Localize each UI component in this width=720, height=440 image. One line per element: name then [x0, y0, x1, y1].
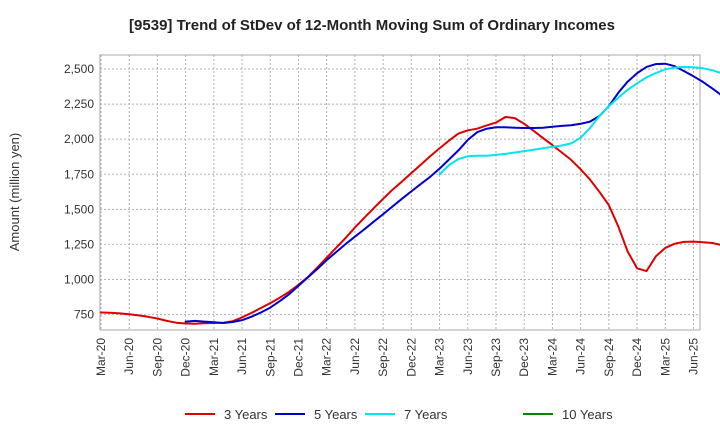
x-tick-label: Sep-22 — [376, 338, 390, 377]
legend-label: 5 Years — [314, 407, 358, 422]
y-tick-label: 2,500 — [64, 62, 94, 76]
series-line-5-years — [184, 62, 720, 324]
y-axis: 750 1,000 1,250 1,500 1,750 2,000 2,250 2,500 — [64, 62, 94, 322]
x-tick-label: Mar-23 — [433, 338, 447, 376]
x-tick-label: Mar-25 — [658, 338, 672, 376]
plot-area — [99, 54, 701, 331]
x-tick-label: Sep-23 — [489, 338, 503, 377]
series-lines — [100, 62, 720, 325]
x-tick-label: Dec-23 — [517, 338, 531, 377]
y-tick-label: 750 — [74, 308, 94, 322]
x-tick-label: Dec-24 — [630, 338, 644, 377]
y-tick-label: 1,000 — [64, 272, 94, 286]
x-tick-label: Jun-24 — [574, 338, 588, 375]
legend-label: 7 Years — [404, 407, 448, 422]
y-tick-label: 1,500 — [64, 202, 94, 216]
legend: 3 Years 5 Years 7 Years 10 Years — [185, 407, 613, 422]
x-tick-label: Sep-21 — [263, 338, 277, 377]
x-tick-label: Mar-22 — [320, 338, 334, 376]
gridlines — [100, 55, 700, 330]
legend-label: 10 Years — [562, 407, 613, 422]
y-tick-label: 2,000 — [64, 132, 94, 146]
x-tick-label: Dec-22 — [404, 338, 418, 377]
x-tick-label: Sep-20 — [150, 338, 164, 377]
x-tick-label: Dec-21 — [291, 338, 305, 377]
x-tick-label: Mar-20 — [94, 338, 108, 376]
x-tick-label: Jun-25 — [686, 338, 700, 375]
y-axis-label: Amount (million yen) — [7, 133, 22, 252]
y-tick-label: 1,250 — [64, 237, 94, 251]
y-tick-label: 2,250 — [64, 97, 94, 111]
chart-title: [9539] Trend of StDev of 12-Month Moving… — [129, 17, 615, 34]
x-tick-label: Jun-22 — [348, 338, 362, 375]
x-axis: Mar-20 Jun-20 Sep-20 Dec-20 Mar-21 Jun-21 Sep-… — [94, 338, 700, 377]
x-tick-label: Mar-21 — [207, 338, 221, 376]
legend-label: 3 Years — [224, 407, 268, 422]
x-tick-label: Mar-24 — [545, 338, 559, 376]
x-tick-label: Jun-20 — [122, 338, 136, 375]
series-line-7-years — [438, 65, 720, 176]
x-tick-label: Jun-21 — [235, 338, 249, 375]
x-tick-label: Jun-23 — [461, 338, 475, 375]
y-tick-label: 1,750 — [64, 167, 94, 181]
x-tick-label: Dec-20 — [179, 338, 193, 377]
x-tick-label: Sep-24 — [602, 338, 616, 377]
series-line-3-years — [100, 116, 720, 325]
